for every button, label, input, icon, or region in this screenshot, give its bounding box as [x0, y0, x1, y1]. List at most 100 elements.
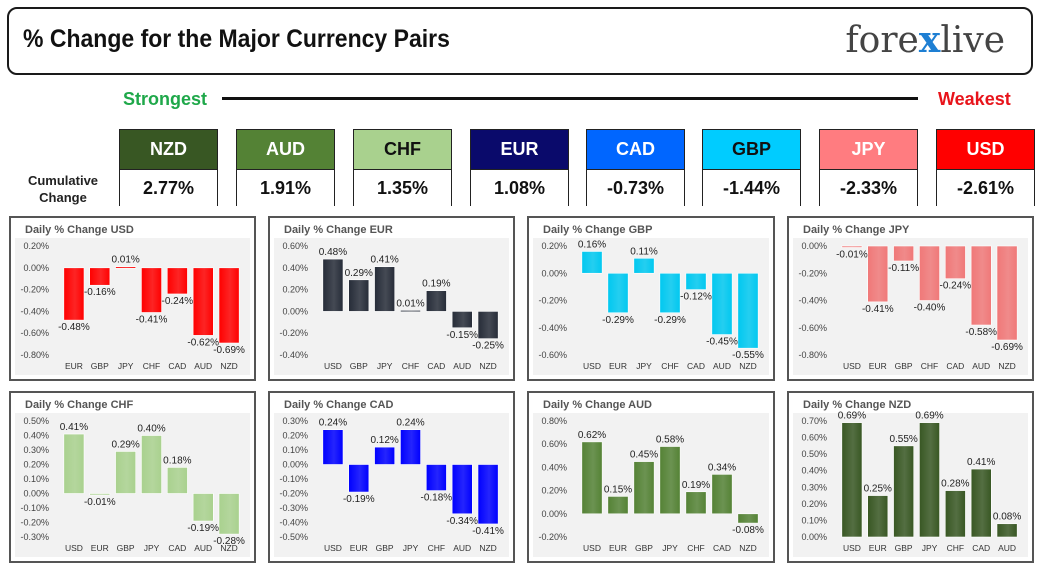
y-tick-label: -0.20% [20, 285, 49, 295]
chart-svg: 0.80% 0.60% 0.40% 0.20% 0.00% -0.20% 0.62% USD 0… [533, 413, 769, 557]
y-tick-label: -0.20% [798, 268, 827, 278]
bar-eur [63, 267, 85, 321]
currency-code: AUD [237, 130, 334, 170]
chart-title: Daily % Change JPY [803, 224, 910, 236]
weakest-label: Weakest [938, 89, 1011, 109]
x-tick-label: AUD [453, 361, 471, 371]
y-tick-label: 0.00% [801, 241, 827, 251]
data-label: 0.18% [163, 455, 191, 466]
bar-eur [867, 495, 889, 538]
y-tick-label: 0.00% [801, 532, 827, 542]
x-tick-label: EUR [609, 361, 627, 371]
bar-chf [919, 245, 940, 301]
x-tick-label: CAD [168, 543, 186, 553]
data-label: -0.01% [836, 250, 868, 261]
currency-box-aud: AUD 1.91% [236, 129, 335, 207]
y-tick-label: 0.40% [541, 462, 567, 472]
currency-box-eur: EUR 1.08% [470, 129, 569, 207]
y-tick-label: -0.40% [20, 306, 49, 316]
chart-svg: 0.30% 0.20% 0.10% 0.00% -0.10% -0.20% -0.30% -0… [274, 413, 509, 557]
y-tick-label: 0.00% [23, 263, 49, 273]
y-tick-label: 0.40% [282, 263, 308, 273]
data-label: -0.34% [446, 516, 478, 527]
logo-left: fore [845, 20, 919, 61]
strongest-label: Strongest [123, 89, 208, 109]
data-label: -0.28% [213, 536, 245, 547]
x-tick-label: CAD [713, 543, 731, 553]
x-tick-label: USD [583, 361, 601, 371]
y-tick-label: 0.50% [801, 449, 827, 459]
currency-code: CHF [354, 130, 451, 170]
bar-gbp [115, 451, 137, 494]
x-tick-label: GBP [91, 361, 109, 371]
y-tick-label: -0.20% [538, 296, 567, 306]
x-tick-label: JPY [662, 543, 678, 553]
y-tick-label: -0.30% [279, 503, 308, 513]
y-tick-label: -0.60% [798, 323, 827, 333]
bar-nzd [218, 493, 240, 535]
y-tick-label: -0.30% [20, 532, 49, 542]
bar-usd [63, 433, 85, 494]
data-label: 0.41% [967, 457, 995, 468]
bar-jpy [919, 422, 940, 538]
x-tick-label: AUD [194, 361, 212, 371]
forexlive-logo: forexlive [845, 19, 1005, 61]
currency-box-usd: USD -2.61% [936, 129, 1035, 207]
y-tick-label: -0.40% [279, 350, 308, 360]
header-banner: % Change for the Major Currency Pairs fo… [7, 7, 1033, 75]
data-label: 0.08% [993, 512, 1021, 523]
x-tick-label: AUD [194, 543, 212, 553]
chart-panel-gbp: Daily % Change GBP 0.20% 0.00% -0.20% -0.40%… [527, 216, 775, 381]
x-tick-label: CAD [427, 361, 445, 371]
page-title: % Change for the Major Currency Pairs [23, 25, 450, 53]
x-tick-label: NZD [739, 543, 756, 553]
data-label: -0.19% [187, 523, 219, 534]
bar-usd [581, 441, 603, 515]
logo-x: x [918, 19, 941, 61]
y-tick-label: 0.20% [23, 241, 49, 251]
bar-nzd [996, 245, 1018, 341]
x-tick-label: NZD [739, 361, 756, 371]
x-tick-label: GBP [635, 543, 653, 553]
y-tick-label: 0.30% [801, 482, 827, 492]
bar-eur [348, 464, 370, 493]
y-tick-label: 0.00% [541, 268, 567, 278]
currency-box-nzd: NZD 2.77% [119, 129, 218, 207]
bar-aud [451, 464, 473, 515]
chart-title: Daily % Change CHF [25, 399, 134, 411]
data-label: -0.29% [602, 315, 634, 326]
y-tick-label: -0.40% [279, 518, 308, 528]
x-tick-label: NZD [220, 361, 237, 371]
data-label: -0.01% [84, 497, 116, 508]
bar-usd [581, 251, 603, 274]
data-label: -0.69% [991, 342, 1023, 353]
data-label: -0.41% [862, 304, 894, 315]
data-label: 0.15% [604, 484, 632, 495]
logo-right: live [940, 20, 1005, 61]
bar-gbp [893, 245, 915, 262]
data-label: -0.29% [654, 315, 686, 326]
y-tick-label: -0.20% [538, 532, 567, 542]
data-label: -0.08% [732, 525, 764, 536]
y-tick-label: 0.40% [23, 431, 49, 441]
y-tick-label: 0.10% [282, 445, 308, 455]
x-tick-label: GBP [350, 361, 368, 371]
chart-panel-eur: Daily % Change EUR 0.60% 0.40% 0.20% 0.00% -0… [268, 216, 515, 381]
bar-gbp [633, 461, 655, 515]
y-tick-label: 0.20% [282, 285, 308, 295]
y-tick-label: 0.20% [541, 241, 567, 251]
data-label: 0.25% [864, 484, 892, 495]
data-label: -0.48% [58, 322, 90, 333]
cumulative-change-label: Cumulative Change [14, 172, 112, 206]
cumulative-label-line2: Change [39, 190, 87, 205]
x-tick-label: CHF [687, 543, 704, 553]
x-tick-label: NZD [479, 361, 496, 371]
bar-nzd [477, 464, 499, 525]
data-label: 0.40% [137, 424, 165, 435]
bar-eur [607, 272, 629, 314]
x-tick-label: CHF [921, 361, 938, 371]
x-tick-label: JPY [144, 543, 160, 553]
data-label: 0.19% [682, 480, 710, 491]
bar-chf [944, 490, 966, 538]
y-tick-label: 0.60% [801, 433, 827, 443]
